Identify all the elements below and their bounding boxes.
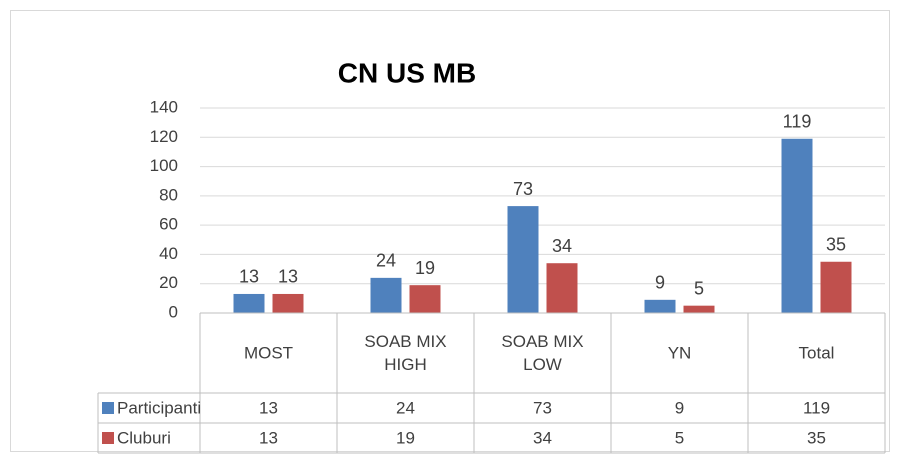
table-value: 24	[396, 398, 415, 417]
category-label: MOST	[243, 343, 294, 363]
bar	[370, 277, 402, 313]
table-value: 9	[675, 398, 684, 417]
y-tick-label: 40	[159, 244, 178, 263]
category-label: SOAB MIX HIGH	[364, 332, 447, 374]
table-value: 35	[807, 428, 826, 447]
data-label: 13	[239, 267, 259, 287]
bar	[233, 293, 265, 313]
data-label: 13	[278, 267, 298, 287]
category-label: Total	[798, 343, 835, 363]
bar	[546, 263, 578, 313]
y-tick-label: 140	[150, 97, 178, 116]
table-value: 13	[259, 428, 278, 447]
category-label: YN	[667, 343, 692, 363]
y-tick-label: 100	[150, 156, 178, 175]
data-label: 119	[783, 112, 812, 132]
y-tick-label: 80	[159, 185, 178, 204]
y-tick-label: 120	[150, 127, 178, 146]
data-label: 73	[513, 179, 533, 199]
chart-title: CN US MB	[338, 57, 476, 88]
table-value: 119	[803, 398, 830, 417]
category-label: SOAB MIX LOW	[501, 332, 584, 374]
bar	[409, 285, 441, 313]
legend-label: Cluburi	[117, 428, 171, 447]
y-tick-label: 0	[169, 302, 178, 321]
bar	[820, 261, 852, 313]
legend-key	[102, 432, 114, 444]
data-label: 19	[415, 258, 435, 278]
table-value: 5	[675, 428, 684, 447]
table-value: 13	[259, 398, 278, 417]
data-label: 5	[694, 278, 704, 298]
y-tick-label: 60	[159, 215, 178, 234]
bar	[507, 206, 539, 313]
bar	[683, 305, 715, 313]
table-value: 19	[396, 428, 415, 447]
y-tick-label: 20	[159, 273, 178, 292]
chart-border	[10, 10, 890, 452]
bar	[781, 138, 813, 313]
legend-label: Participanti	[117, 398, 201, 417]
data-label: 24	[376, 251, 396, 271]
bar	[644, 299, 676, 313]
data-label: 9	[655, 273, 665, 293]
data-label: 35	[826, 235, 846, 255]
data-label: 34	[552, 236, 572, 256]
legend-key	[102, 402, 114, 414]
bar	[272, 293, 304, 313]
table-value: 34	[533, 428, 552, 447]
table-value: 73	[533, 398, 552, 417]
